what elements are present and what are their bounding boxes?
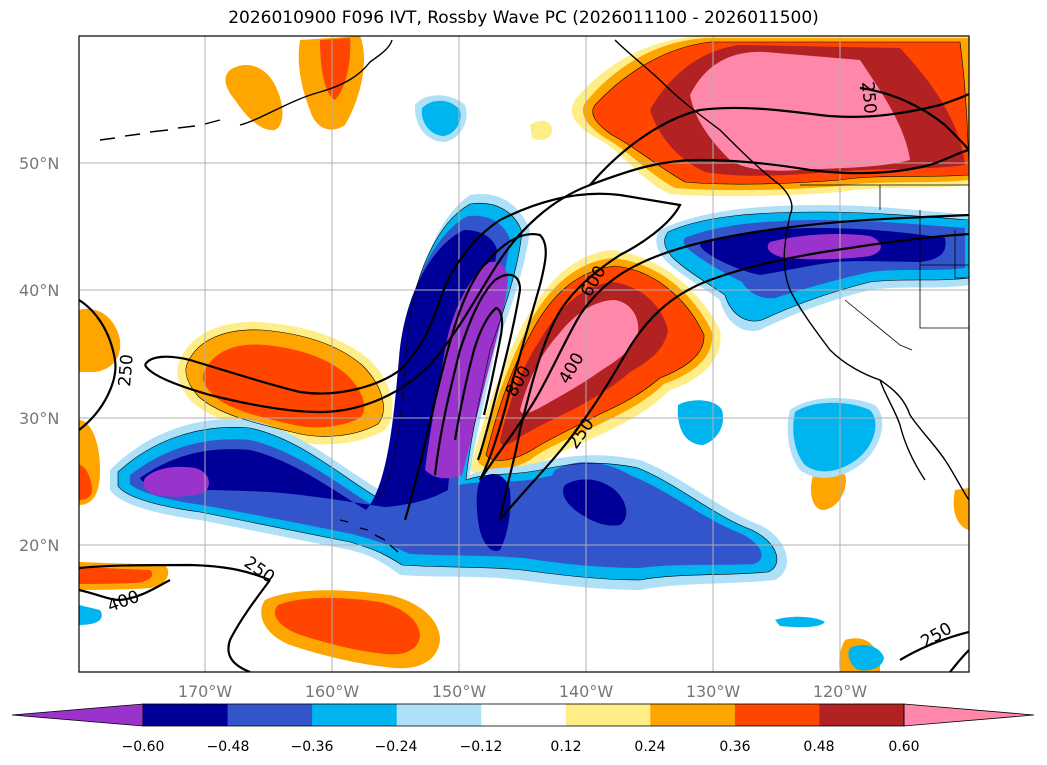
negative-anomaly-main xyxy=(425,261,508,479)
ivt-contours xyxy=(79,86,969,672)
coastlines xyxy=(99,39,969,553)
negative-anomaly-south xyxy=(476,474,511,551)
colorbar-bin xyxy=(396,704,482,726)
positive-anomaly-west-edge xyxy=(79,308,121,372)
lon-label: 130°W xyxy=(686,682,741,701)
lat-label: 50°N xyxy=(19,154,59,173)
border-us-mexico xyxy=(844,299,913,351)
colorbar-tick-label: −0.24 xyxy=(375,739,418,755)
positive-anomaly-bc xyxy=(690,51,910,171)
colorbar xyxy=(11,703,1035,727)
negative-anomaly-south xyxy=(563,479,627,526)
colorbar-tick-label: 0.12 xyxy=(550,739,581,755)
colorbar-outline xyxy=(142,703,905,727)
map-panel: 250 250 250 250 250 400 400 600 800 xyxy=(79,36,969,672)
ivt-contour-400-east xyxy=(479,213,969,481)
border-states xyxy=(879,185,969,329)
coastline-us-west xyxy=(783,214,969,501)
borders xyxy=(800,184,969,351)
ivt-contour-250-sw2 xyxy=(227,579,271,672)
negative-anomaly-baja xyxy=(793,402,876,472)
contour-label: 250 xyxy=(857,81,880,115)
lon-label: 120°W xyxy=(813,682,868,701)
ivt-contour-250-east xyxy=(499,232,969,521)
ivt-contour-600 xyxy=(433,273,522,476)
negative-anomaly-small xyxy=(775,616,825,628)
negative-anomaly-small xyxy=(79,605,102,625)
colorbar-tick-label: −0.48 xyxy=(207,739,250,755)
negative-anomaly-alaska xyxy=(421,100,461,136)
coastline-hawaii xyxy=(339,519,399,553)
map-frame xyxy=(78,35,970,673)
ivt-contour-250-north2 xyxy=(859,86,969,151)
lat-label: 40°N xyxy=(19,281,59,300)
colorbar-tick-label: −0.36 xyxy=(291,739,334,755)
ivt-contour-800 xyxy=(453,306,504,441)
ivt-contour-250-north xyxy=(589,93,969,186)
colorbar-bin xyxy=(312,704,398,726)
positive-anomaly-southwest xyxy=(79,567,153,584)
ivt-contour-250-west xyxy=(79,299,117,431)
colorbar-extend-low xyxy=(11,703,144,727)
colorbar-bin xyxy=(143,704,229,726)
negative-anomaly-layer xyxy=(79,95,969,671)
coastline-baja xyxy=(879,379,926,481)
lat-label: 20°N xyxy=(19,536,59,555)
lon-label: 170°W xyxy=(178,682,233,701)
positive-anomaly-west-edge xyxy=(79,465,92,500)
colorbar-tick-label: 0.48 xyxy=(803,739,834,755)
colorbar-extend-high xyxy=(903,703,1035,727)
colorbar-tick-label: 0.36 xyxy=(719,739,750,755)
contour-label: 250 xyxy=(115,353,138,387)
latitude-labels: 50°N 40°N 30°N 20°N xyxy=(19,154,59,555)
colorbar-ticks: −0.60 −0.48 −0.36 −0.24 −0.12 0.12 0.24 … xyxy=(122,739,920,755)
coastline-aleutians xyxy=(99,119,221,141)
positive-anomaly-central xyxy=(520,300,639,414)
positive-anomaly-small xyxy=(530,120,552,140)
anomaly-edge-lines xyxy=(117,41,969,581)
positive-anomaly-layer xyxy=(79,36,969,672)
lon-label: 150°W xyxy=(432,682,487,701)
ivt-contour-250-main xyxy=(144,148,969,414)
ivt-contour-250-inner xyxy=(144,192,682,521)
coastline-alaska xyxy=(239,39,393,126)
negative-anomaly-main xyxy=(140,230,497,510)
lon-label: 160°W xyxy=(305,682,360,701)
ivt-contour-400-outer xyxy=(403,232,547,521)
colorbar-tick-label: 0.24 xyxy=(634,739,665,755)
colorbar-bin xyxy=(650,704,736,726)
lon-label: 140°W xyxy=(559,682,614,701)
negative-anomaly-small xyxy=(677,400,724,445)
longitude-labels: 170°W 160°W 150°W 140°W 130°W 120°W xyxy=(178,682,868,701)
lat-label: 30°N xyxy=(19,409,59,428)
colorbar-bin xyxy=(819,704,905,726)
negative-anomaly-small xyxy=(848,645,884,671)
colorbar-bin xyxy=(734,704,820,726)
ivt-contour-250-sw1 xyxy=(79,563,271,582)
coastline-bc xyxy=(614,39,793,216)
positive-anomaly-mexico xyxy=(953,488,969,530)
colorbar-bin xyxy=(227,704,313,726)
positive-anomaly-south xyxy=(274,597,420,655)
ivt-contour-250-se2 xyxy=(949,649,969,672)
colorbar-tick-label: −0.12 xyxy=(460,739,503,755)
positive-anomaly-west xyxy=(202,344,365,428)
colorbar-bin xyxy=(481,704,567,726)
negative-anomaly-main xyxy=(143,466,209,497)
negative-anomaly-north xyxy=(767,234,881,260)
ivt-contour-400-sw xyxy=(79,579,171,602)
map-title: 2026010900 F096 IVT, Rossby Wave PC (202… xyxy=(228,8,819,28)
positive-anomaly-alaska xyxy=(320,38,351,100)
colorbar-bin xyxy=(565,704,651,726)
colorbar-tick-label: 0.60 xyxy=(888,739,919,755)
colorbar-tick-label: −0.60 xyxy=(122,739,165,755)
ivt-contour-250-se xyxy=(899,630,969,661)
